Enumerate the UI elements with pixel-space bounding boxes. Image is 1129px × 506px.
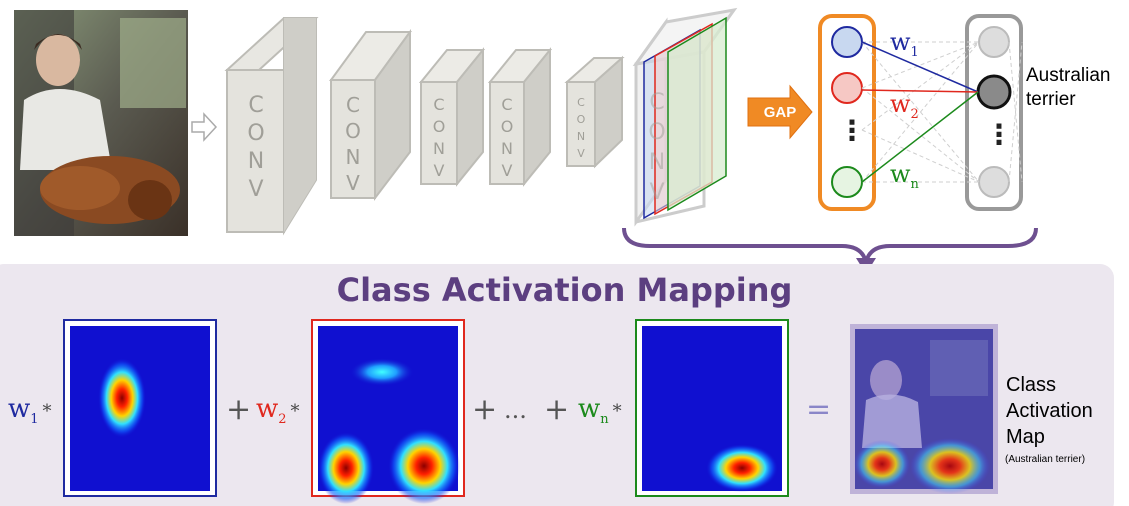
class-label: Australian terrier [1026,65,1111,110]
mapping-brace [622,227,1038,263]
eq-weight-2: w2 * [256,394,300,427]
feature-map-green [667,16,727,212]
gap-node-1 [831,26,863,58]
cam-panel [0,264,1114,506]
cam-label-sub: (Australian terrier) [1005,454,1086,465]
output-node-target [976,74,1012,110]
gap-column [818,14,876,211]
conv-block-4 [487,47,553,187]
fc-dashed-connections [861,41,1023,183]
heatmap-1 [63,319,217,497]
plus-1: + [226,392,252,427]
conv-block-3 [418,47,486,187]
input-photo [14,10,188,236]
heatmap-n [635,319,789,497]
conv-block-5 [564,55,625,169]
gap-node-2 [831,72,863,104]
output-ellipsis: ⋮ [985,119,1013,150]
eq-weight-1: w1 * [8,394,52,427]
equals-sign: = [806,392,832,427]
eq-weight-n: wn * [578,394,622,427]
conv-block-1 [224,17,319,236]
heatmap-2 [311,319,465,504]
weight-label-n: wn [890,160,919,192]
weight-label-1: w1 [890,28,919,60]
output-node-1 [978,26,1010,58]
eq-ellipsis: ... [504,396,527,424]
output-column [965,14,1023,211]
weight-line-n [861,91,979,183]
output-node-n [978,166,1010,198]
input-arrow [191,112,218,142]
plus-2: + [472,392,498,427]
weight-label-2: w2 [890,90,919,122]
feature-maps [632,7,738,227]
gap-node-n [831,166,863,198]
conv-block-2 [329,28,412,201]
gap-label: GAP [763,104,797,121]
weight-line-1 [861,41,979,93]
gap-ellipsis: ⋮ [838,115,866,146]
plus-3: + [544,392,570,427]
cam-label: Class Activation Map [1006,374,1093,448]
gap-arrow [747,84,813,140]
cam-result [850,324,998,494]
panel-title: Class Activation Mapping [336,271,793,309]
weight-line-2 [861,89,979,93]
